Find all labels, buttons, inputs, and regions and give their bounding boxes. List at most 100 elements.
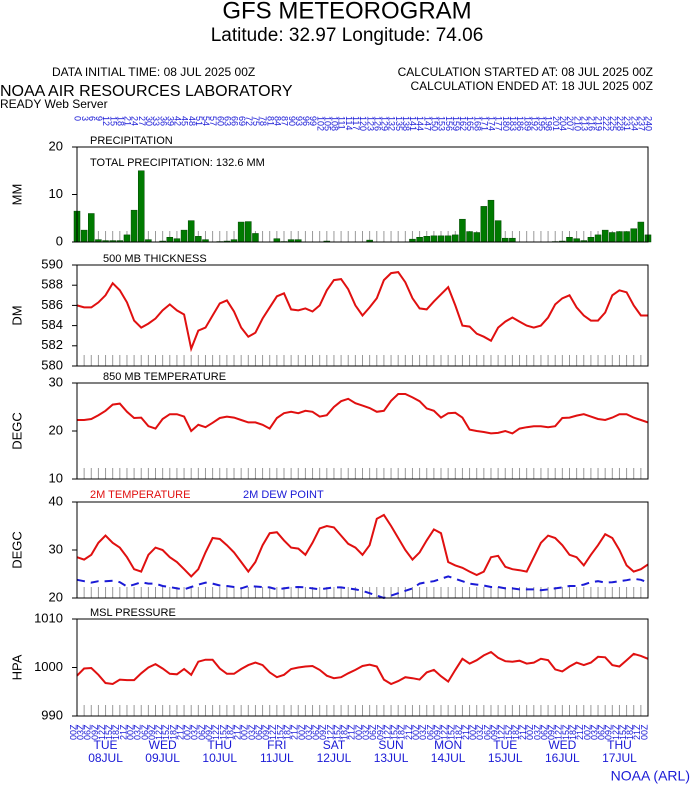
top-hour-label: 126 [372,116,382,131]
y-tick-label: 40 [49,493,63,508]
bottom-time-label: 15Z [104,724,114,740]
bottom-time-label: 18Z [111,724,121,740]
precip-bar [252,233,259,243]
y-tick-label: 582 [41,337,63,352]
bottom-time-label: 00Z [639,724,649,740]
top-hour-label: 150 [430,116,440,131]
top-hour-label: 141 [408,116,418,131]
bottom-time-label: 00Z [525,724,535,740]
day-date: 17JUL [602,751,637,765]
y-tick-label: 584 [41,317,63,332]
calculation-ended: CALCULATION ENDED AT: 18 JUL 2025 00Z [410,79,653,93]
bottom-time-label: 03Z [133,724,143,740]
y-axis-label: DM [9,305,24,325]
panel-title: 500 MB THICKNESS [103,253,207,265]
bottom-time-label: 21Z [404,724,414,740]
y-tick-label: 588 [41,277,63,292]
day-name: SAT [323,738,346,752]
day-name: MON [434,738,462,752]
bottom-time-label: 15Z [618,724,628,740]
precip-bar [137,170,145,243]
y-tick-label: 590 [41,256,63,271]
bottom-time-label: 15Z [332,724,342,740]
bottom-time-label: 00Z [183,724,193,740]
top-hour-label: 45 [180,116,190,126]
precip-bar [502,237,509,243]
panel-frame [76,264,649,367]
precip-bar [430,235,438,243]
bottom-time-label: 00Z [468,724,478,740]
top-hour-label: 159 [451,116,461,131]
y-tick-label: 0 [56,233,63,248]
bottom-time-label: 12Z [325,724,335,740]
top-hour-label: 192 [529,116,539,131]
top-hour-label: 105 [322,116,332,131]
day-name: THU [607,738,632,752]
bottom-time-label: 21Z [290,724,300,740]
y-tick-label: 10 [49,470,63,485]
bottom-time-label: 21Z [461,724,471,740]
bottom-time-label: 06Z [597,724,607,740]
bottom-time-label: 12Z [440,724,450,740]
top-hour-label: 63 [223,116,233,126]
bottom-time-label: 15Z [218,724,228,740]
day-date: 09JUL [145,751,180,765]
day-name: SUN [378,738,403,752]
lab-name: NOAA AIR RESOURCES LABORATORY [0,83,293,100]
precip-bar [88,213,95,243]
precip-bar [452,234,459,243]
top-hour-label: 18 [115,116,125,126]
footer: NOAA (ARL) [611,768,690,784]
series-line [76,271,648,353]
precip-bar [466,231,473,243]
bottom-time-label: 12Z [211,724,221,740]
top-hour-label: 51 [194,116,204,126]
bottom-time-label: 00Z [582,724,592,740]
top-hour-label: 12 [101,116,111,126]
top-hour-label: 240 [644,116,654,131]
y-axis-label: MM [9,184,24,206]
bottom-time-label: 18Z [625,724,635,740]
top-hour-label: 15 [108,116,118,126]
y-tick-label: 580 [41,357,63,372]
bottom-time-label: 09Z [547,724,557,740]
top-hour-label: 234 [629,116,639,131]
bottom-time-label: 03Z [76,724,86,740]
panel-title: 850 MB TEMPERATURE [103,371,226,383]
bottom-time-label: 18Z [225,724,235,740]
top-hour-label: 117 [351,116,361,130]
bottom-time-label: 03Z [532,724,542,740]
bottom-time-label: 00Z [125,724,135,740]
y-tick-label: 1000 [34,659,63,674]
top-hour-label: 111 [337,116,347,130]
bottom-time-label: 21Z [575,724,585,740]
server-name: READY Web Server [0,97,108,111]
bottom-time-label: 03Z [304,724,314,740]
bottom-time-label: 09Z [261,724,271,740]
top-hour-label: 90 [287,116,297,126]
bottom-time-label: 06Z [368,724,378,740]
precip-bar [444,235,452,243]
precip-bar [80,229,88,243]
bottom-time-label: 06Z [140,724,150,740]
precip-bar [416,237,423,243]
bottom-time-label: 03Z [475,724,485,740]
bottom-time-label: 21Z [518,724,528,740]
bottom-time-label: 15Z [161,724,171,740]
y-tick-label: 990 [41,707,63,722]
bottom-time-label: 15Z [504,724,514,740]
top-hour-label: 69 [237,116,247,126]
top-hour-label: 81 [265,116,275,126]
top-hour-label: 24 [130,116,140,126]
bottom-time-label: 09Z [432,724,442,740]
top-hour-label: 180 [501,116,511,131]
bottom-time-label: 15Z [390,724,400,740]
day-date: 12JUL [317,751,352,765]
precip-bar [423,236,430,243]
top-hour-label: 198 [544,116,554,131]
top-hour-label: 156 [444,116,454,131]
bottom-time-label: 21Z [175,724,185,740]
top-hour-label: 129 [380,116,390,131]
precip-bar [245,221,252,243]
